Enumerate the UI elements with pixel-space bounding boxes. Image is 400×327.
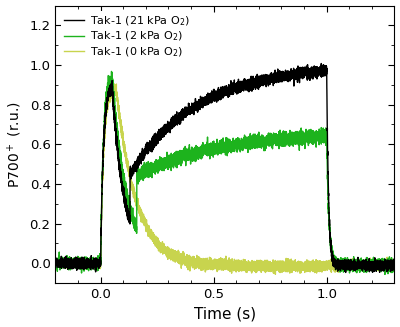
Tak-1 (21 kPa O$_2$)	[53, 261, 58, 265]
Tak-1 (21 kPa O$_2$)	[70, 259, 75, 263]
Tak-1 (21 kPa O$_2$)	[268, 77, 273, 80]
Tak-1 (0 kPa O$_2$)	[254, 262, 258, 266]
Tak-1 (0 kPa O$_2$)	[322, 261, 327, 265]
Line: Tak-1 (21 kPa O$_2$): Tak-1 (21 kPa O$_2$)	[55, 63, 394, 272]
Tak-1 (2 kPa O$_2$)	[109, 69, 114, 73]
Tak-1 (0 kPa O$_2$)	[70, 263, 75, 267]
Tak-1 (21 kPa O$_2$)	[254, 86, 258, 90]
X-axis label: Time (s): Time (s)	[194, 306, 256, 321]
Tak-1 (0 kPa O$_2$)	[268, 262, 273, 266]
Tak-1 (21 kPa O$_2$)	[322, 66, 327, 70]
Tak-1 (2 kPa O$_2$)	[304, 133, 309, 137]
Tak-1 (2 kPa O$_2$)	[176, 157, 180, 161]
Line: Tak-1 (0 kPa O$_2$): Tak-1 (0 kPa O$_2$)	[55, 83, 394, 274]
Tak-1 (2 kPa O$_2$)	[70, 262, 75, 266]
Line: Tak-1 (2 kPa O$_2$): Tak-1 (2 kPa O$_2$)	[55, 71, 394, 274]
Tak-1 (2 kPa O$_2$)	[392, 269, 397, 273]
Y-axis label: P700$^+$ (r.u.): P700$^+$ (r.u.)	[6, 101, 24, 188]
Tak-1 (0 kPa O$_2$)	[112, 81, 116, 85]
Legend: Tak-1 (21 kPa O$_2$), Tak-1 (2 kPa O$_2$), Tak-1 (0 kPa O$_2$): Tak-1 (21 kPa O$_2$), Tak-1 (2 kPa O$_2$…	[61, 11, 193, 62]
Tak-1 (2 kPa O$_2$)	[53, 260, 58, 264]
Tak-1 (0 kPa O$_2$)	[304, 264, 309, 267]
Tak-1 (2 kPa O$_2$)	[268, 132, 273, 136]
Tak-1 (2 kPa O$_2$)	[322, 132, 327, 136]
Tak-1 (0 kPa O$_2$)	[53, 264, 58, 268]
Tak-1 (21 kPa O$_2$)	[343, 270, 348, 274]
Tak-1 (0 kPa O$_2$)	[392, 262, 397, 266]
Tak-1 (21 kPa O$_2$)	[319, 61, 324, 65]
Tak-1 (21 kPa O$_2$)	[304, 70, 309, 74]
Tak-1 (2 kPa O$_2$)	[254, 137, 258, 141]
Tak-1 (21 kPa O$_2$)	[176, 114, 180, 118]
Tak-1 (0 kPa O$_2$)	[176, 252, 180, 256]
Tak-1 (2 kPa O$_2$)	[382, 272, 387, 276]
Tak-1 (0 kPa O$_2$)	[273, 272, 278, 276]
Tak-1 (21 kPa O$_2$)	[392, 263, 397, 267]
